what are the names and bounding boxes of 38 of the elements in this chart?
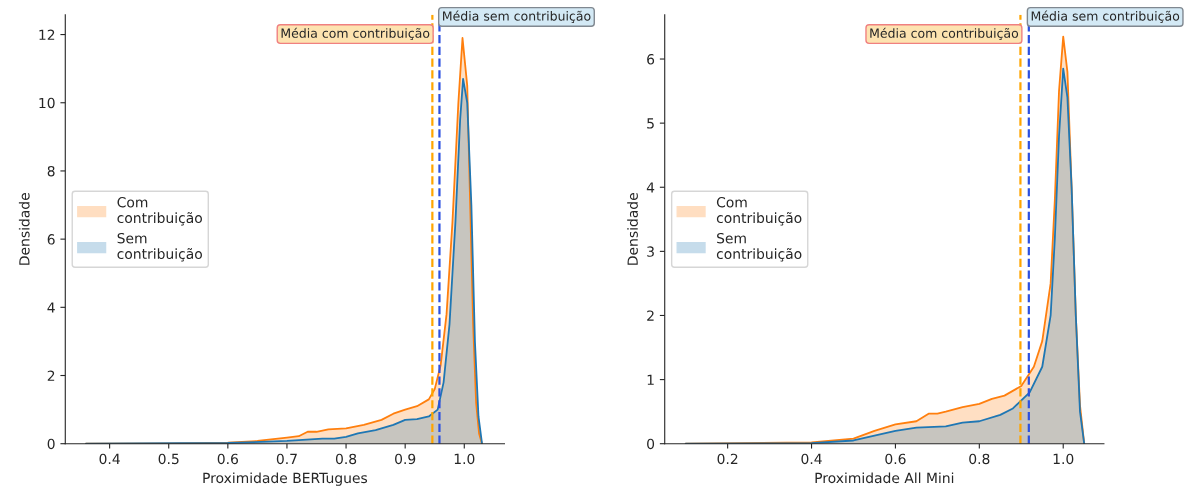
y-tick-label: 2 (647, 310, 654, 321)
ref-line-label: Média sem contribuição (1031, 10, 1180, 23)
y-tick-label: 5 (647, 118, 654, 129)
y-tick-label: 2 (47, 370, 55, 381)
legend-label: Com contribuição (716, 196, 802, 226)
y-tick-label: 0 (647, 438, 655, 450)
x-axis-title: Proximidade BERTugues (203, 472, 368, 486)
legend-label: Sem contribuição (716, 232, 802, 262)
legend-label: Sem contribuição (117, 232, 202, 262)
x-tick-label: 0.6 (217, 453, 239, 465)
y-tick-label: 3 (647, 246, 654, 257)
y-tick-label: 4 (646, 182, 655, 193)
y-axis-title: Densidade (18, 193, 30, 265)
x-tick-label: 0.8 (969, 453, 990, 465)
y-tick-label: 4 (47, 302, 55, 313)
x-tick-label: 0.6 (885, 453, 906, 465)
y-tick-label: 6 (47, 234, 55, 245)
y-tick-label: 1 (647, 374, 654, 385)
y-tick-label: 12 (39, 29, 55, 40)
y-tick-label: 0 (47, 438, 55, 450)
x-tick-label: 1.0 (1053, 453, 1074, 465)
x-axis-title: Proximidade All Mini (815, 472, 954, 484)
ref-line-label: Média com contribuição (281, 27, 430, 41)
ref-line-label: Média sem contribuição (443, 10, 591, 23)
x-tick-label: 0.4 (99, 453, 120, 465)
x-tick-label: 0.4 (801, 453, 822, 465)
y-axis-title: Densidade (627, 193, 638, 265)
y-tick-label: 6 (647, 54, 655, 65)
x-tick-label: 0.9 (395, 453, 416, 465)
y-tick-label: 8 (47, 165, 55, 177)
ref-line-label: Média com contribuição (870, 27, 1019, 41)
x-tick-label: 0.8 (335, 453, 357, 465)
x-tick-label: 1.0 (454, 453, 475, 465)
y-tick-label: 10 (39, 97, 55, 109)
x-tick-label: 0.7 (276, 453, 297, 465)
x-tick-label: 0.5 (158, 453, 179, 465)
x-tick-label: 0.2 (717, 453, 738, 465)
legend-label: Com contribuição (117, 196, 202, 226)
